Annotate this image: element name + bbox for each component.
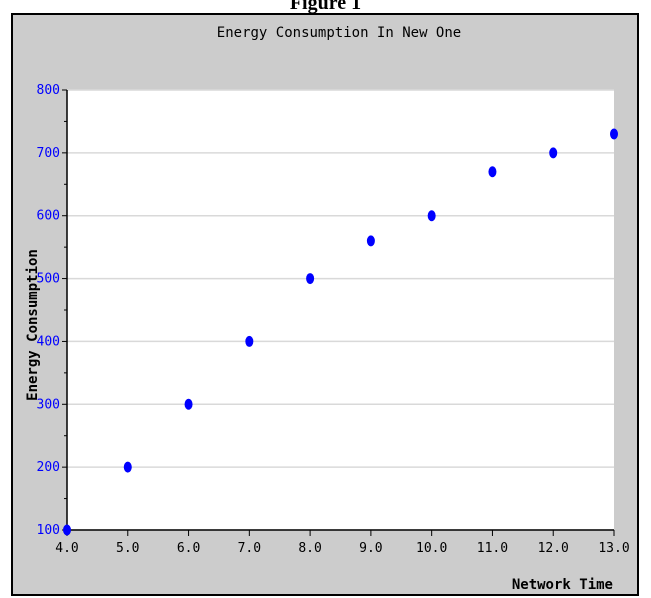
y-tick-label: 800 — [37, 83, 60, 98]
x-tick-label: 13.0 — [598, 541, 629, 556]
data-point — [428, 210, 436, 221]
x-tick-label: 9.0 — [359, 541, 382, 556]
data-point — [245, 336, 253, 347]
y-tick-label: 600 — [37, 209, 60, 224]
y-axis-label: Energy Consumption — [25, 249, 41, 401]
data-point — [124, 462, 132, 473]
x-tick-label: 7.0 — [238, 541, 261, 556]
data-point — [185, 399, 193, 410]
x-tick-label: 8.0 — [298, 541, 321, 556]
y-tick-label: 100 — [37, 523, 60, 538]
x-tick-label: 10.0 — [416, 541, 447, 556]
x-tick-label: 12.0 — [538, 541, 569, 556]
x-tick-label: 5.0 — [116, 541, 139, 556]
data-point — [367, 235, 375, 246]
plot-area — [67, 90, 614, 530]
data-point — [549, 147, 557, 158]
x-tick-label: 6.0 — [177, 541, 200, 556]
x-tick-label: 4.0 — [55, 541, 78, 556]
data-point — [488, 166, 496, 177]
chart-frame: Energy Consumption In New One 100 200 300 4… — [11, 13, 639, 596]
chart-title: Energy Consumption In New One — [217, 25, 461, 41]
data-point — [63, 525, 71, 536]
x-tick-label: 11.0 — [477, 541, 508, 556]
x-axis-label: Network Time — [512, 577, 613, 593]
scatter-chart: Energy Consumption In New One 1002003004… — [13, 15, 637, 594]
y-tick-label: 200 — [37, 460, 60, 475]
data-point — [306, 273, 314, 284]
data-point — [610, 129, 618, 140]
y-tick-label: 700 — [37, 146, 60, 161]
